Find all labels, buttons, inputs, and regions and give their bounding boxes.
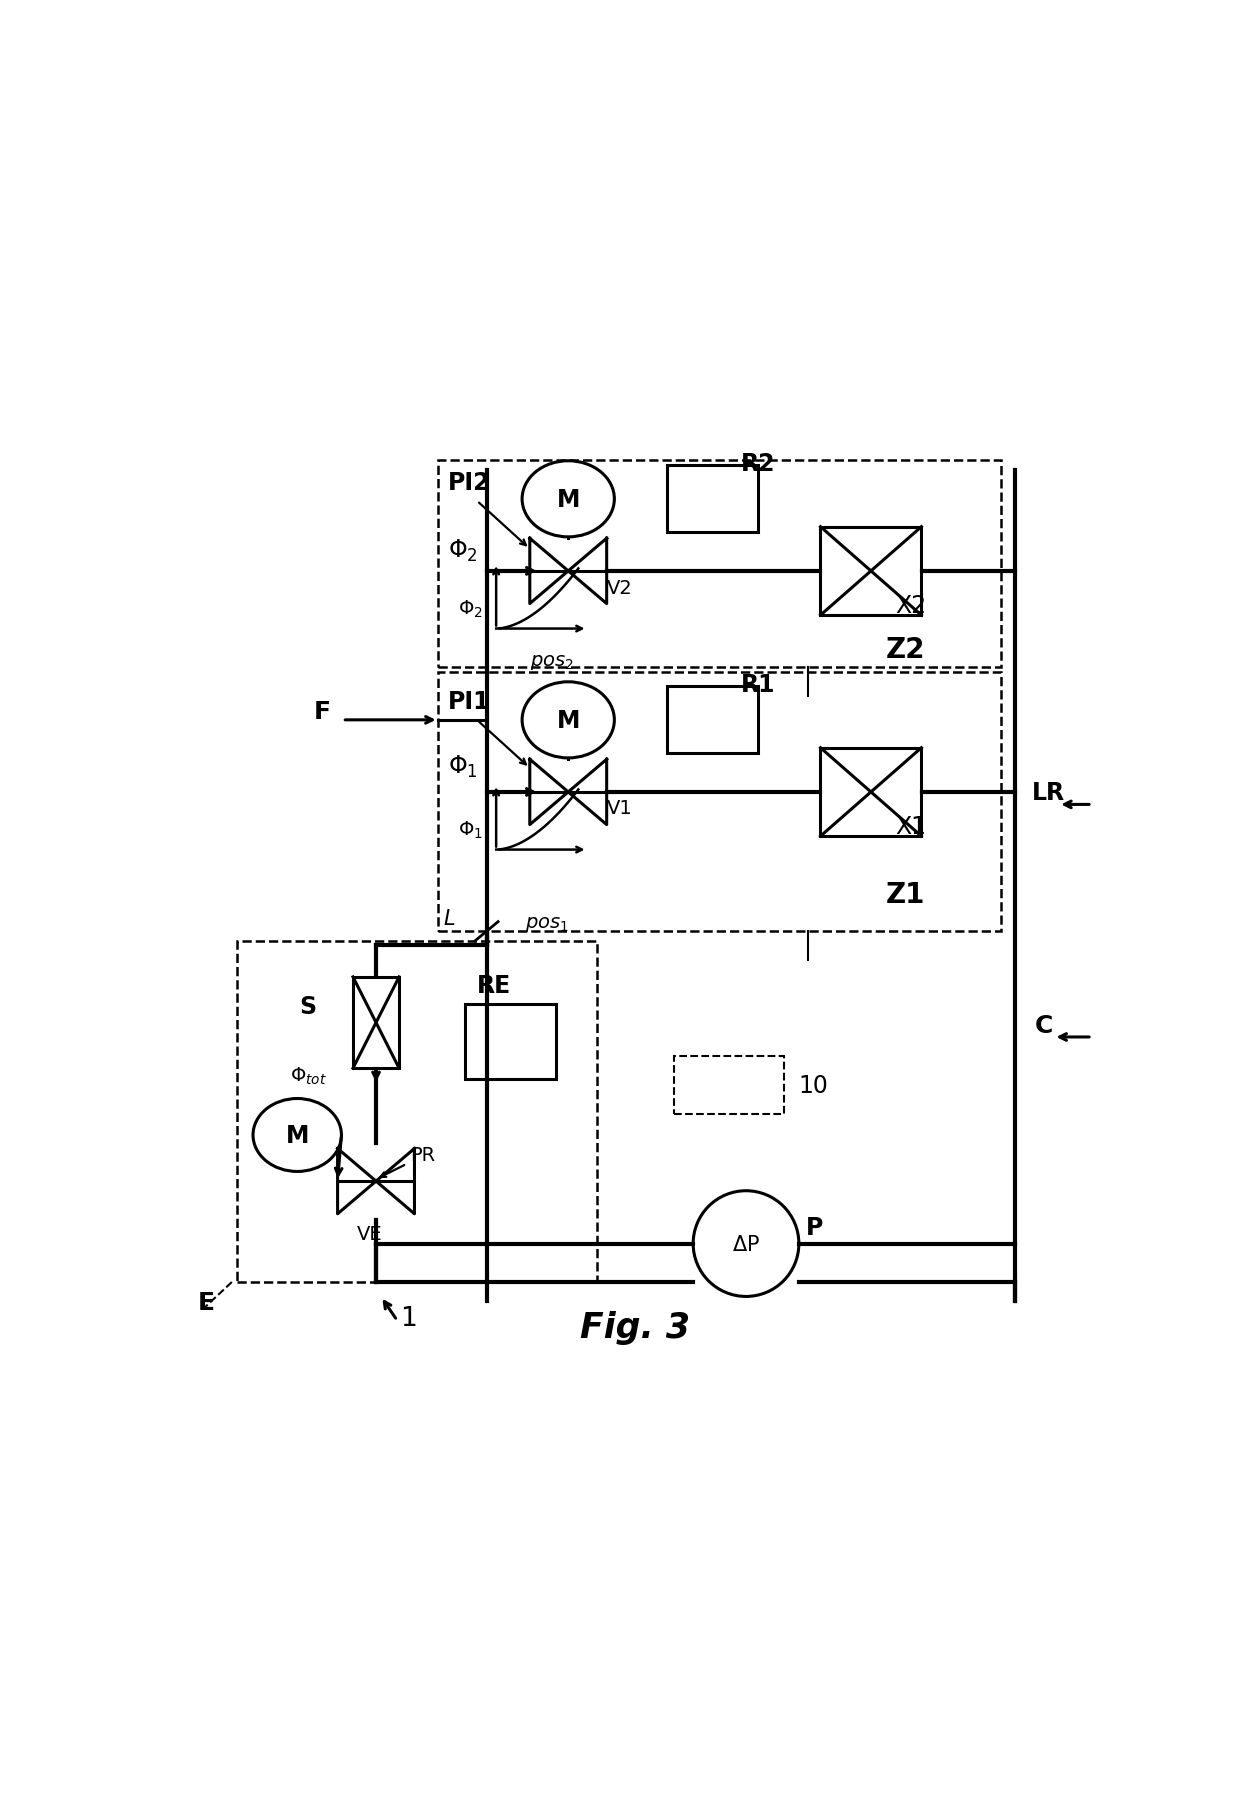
Bar [465,1005,557,1079]
Text: Z1: Z1 [885,882,925,909]
Bar [675,1057,785,1115]
Text: $\Phi_2$: $\Phi_2$ [448,537,477,564]
Text: R2: R2 [742,452,776,475]
Text: VE: VE [357,1223,382,1243]
Text: $\Delta$P: $\Delta$P [732,1234,760,1254]
Text: V2: V2 [606,578,632,598]
Text: S: S [299,994,316,1019]
Text: R1: R1 [742,672,776,698]
Text: X2: X2 [895,595,926,618]
Text: E: E [198,1290,216,1314]
Text: L: L [444,909,455,929]
Text: C: C [1034,1014,1053,1037]
Bar [667,687,758,754]
Bar [439,461,1001,667]
Text: $\Phi_1$: $\Phi_1$ [448,754,477,779]
Bar [439,672,1001,932]
Bar [821,528,921,616]
Text: 10: 10 [799,1073,828,1097]
Text: $\Phi_1$: $\Phi_1$ [458,820,482,840]
Text: M: M [557,708,580,732]
Text: 1: 1 [401,1305,417,1332]
Text: M: M [285,1124,309,1147]
Text: Z2: Z2 [885,636,925,663]
Text: PR: PR [409,1146,435,1164]
Text: $pos_2$: $pos_2$ [529,652,574,672]
Text: Fig. 3: Fig. 3 [580,1310,691,1344]
Text: RE: RE [477,974,511,997]
Text: X1: X1 [895,815,926,838]
Text: $pos_1$: $pos_1$ [525,914,569,934]
Text: PI2: PI2 [448,472,491,495]
Bar [237,941,596,1283]
Text: M: M [557,488,580,511]
Text: $\Phi_2$: $\Phi_2$ [458,598,482,620]
Text: $\Phi_{tot}$: $\Phi_{tot}$ [290,1064,326,1086]
Bar [667,466,758,533]
Bar [353,978,399,1068]
Text: V1: V1 [606,799,632,817]
Text: F: F [314,699,331,723]
Text: PI1: PI1 [448,690,491,714]
Text: LR: LR [1032,781,1065,804]
Text: P: P [806,1216,823,1240]
Bar [821,748,921,837]
